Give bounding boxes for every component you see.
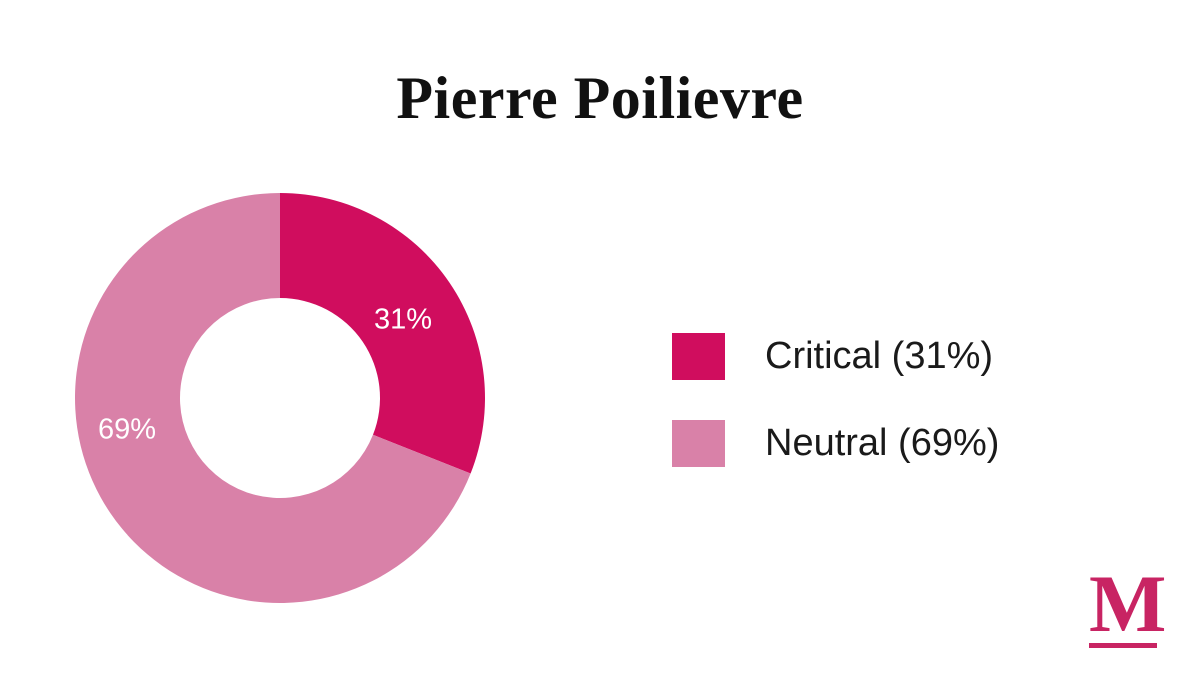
brand-logo: M bbox=[1089, 558, 1167, 649]
chart-title: Pierre Poilievre bbox=[396, 65, 804, 131]
legend-swatch-neutral bbox=[672, 420, 725, 467]
legend-swatch-critical bbox=[672, 333, 725, 380]
brand-logo-letter: M bbox=[1089, 558, 1167, 649]
chart-legend: Critical (31%) Neutral (69%) bbox=[672, 333, 999, 507]
brand-logo-underline bbox=[1089, 643, 1157, 648]
legend-label-neutral: Neutral (69%) bbox=[765, 422, 1000, 464]
slice-label-neutral: 69% bbox=[97, 413, 157, 446]
legend-label-critical: Critical (31%) bbox=[765, 335, 994, 377]
donut-slice-neutral bbox=[75, 193, 471, 603]
donut-chart-svg bbox=[75, 193, 485, 603]
legend-item-neutral: Neutral (69%) bbox=[672, 420, 999, 467]
slice-label-critical: 31% bbox=[373, 303, 433, 336]
legend-item-critical: Critical (31%) bbox=[672, 333, 999, 380]
donut-slice-critical bbox=[280, 193, 485, 474]
donut-chart: 31% 69% bbox=[75, 193, 485, 603]
